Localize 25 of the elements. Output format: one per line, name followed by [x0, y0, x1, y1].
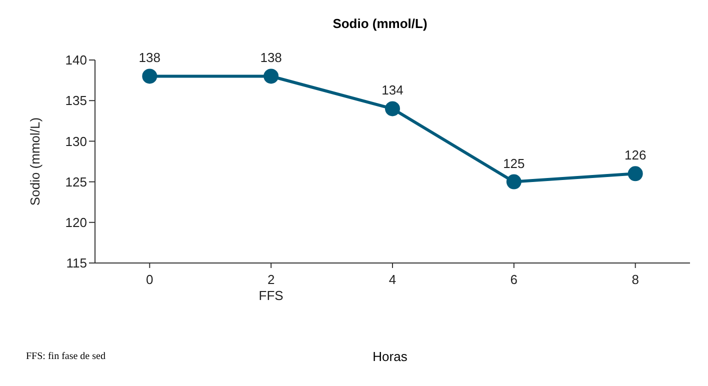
point [264, 68, 279, 84]
data-label: 125 [503, 156, 525, 171]
x-tick-label: 4 [388, 272, 396, 287]
x-tick-label: 0 [146, 272, 154, 287]
x-tick-label: 2 FFS [258, 272, 284, 303]
point [506, 174, 522, 190]
y-tick-label: 140 [65, 52, 87, 68]
y-axis-title: Sodio (mmol/L) [28, 117, 43, 206]
y-tick-label: 125 [65, 174, 87, 190]
y-tick-label: 135 [65, 93, 87, 108]
x-tick-label: 6 [510, 272, 518, 287]
chart-title: Sodio (mmol/L) [332, 16, 428, 31]
data-label: 138 [260, 50, 282, 66]
y-tick-label: 115 [66, 256, 87, 271]
data-label: 126 [624, 148, 646, 163]
data-label: 138 [138, 50, 160, 66]
point [385, 101, 400, 116]
data-label: 134 [382, 82, 404, 98]
x-axis-title: Horas [372, 349, 408, 364]
x-tick-label: 8 [632, 272, 639, 287]
point [628, 166, 643, 182]
y-tick-label: 130 [65, 134, 87, 149]
point [142, 68, 158, 84]
text: FFS: fin fase de sed [26, 351, 106, 362]
y-tick-label: 120 [65, 215, 87, 230]
